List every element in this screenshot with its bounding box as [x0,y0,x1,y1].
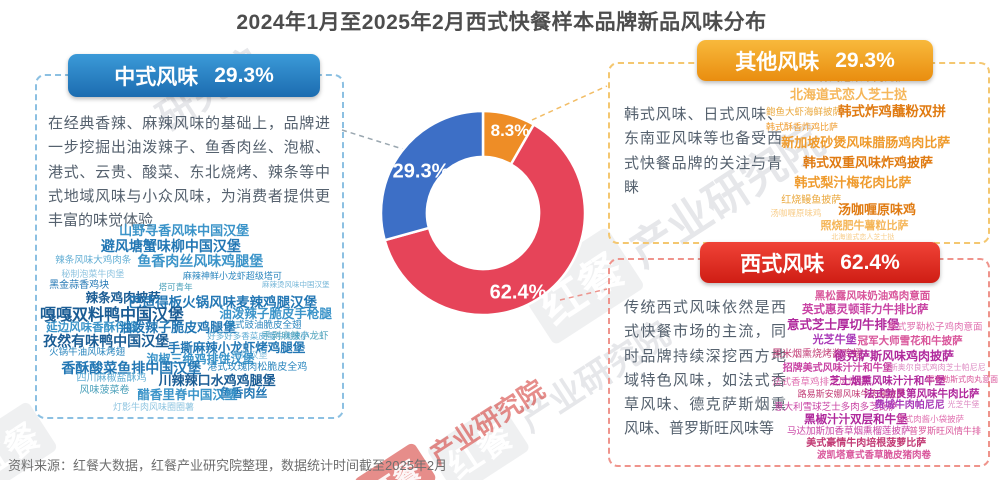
word-cloud-term: 新奥尔良式鸡肉芝士帕尼尼 [889,363,986,373]
word-cloud-term: 美式豪情牛肉培根菠萝比萨 [806,438,927,450]
connector-line-other [531,85,608,121]
connector-line-western [559,288,608,301]
word-cloud-term: 黑米烟熏烧烤酱鸡翅 [772,349,862,361]
word-cloud-term: 鱼香肉丝 [219,386,268,401]
word-cloud-term: 鱼香肉丝风味鸡腿堡 [137,253,264,270]
word-cloud-term: 那不勒斯式肉丸意面 [926,375,999,385]
word-cloud-term: 法式勃艮第风味牛肉比萨 [864,387,980,400]
word-cloud-term: 光芝牛堡 [812,333,857,346]
word-cloud-term: 香酥酸菜鱼排中国汉堡 [61,359,202,376]
donut-label-western: 62.4% [489,281,547,304]
word-cloud-term: 避风塘蟹味柳中国汉堡 [100,238,241,255]
word-cloud-term: 好多好多香菜皮蛋牛肉披萨 [207,331,310,342]
word-cloud-term: 汤咖喱原味鸡 [770,208,822,219]
donut-slice-西式风味 [383,122,587,317]
chinese-flavor-wordcloud: 山野寻香风味中国汉堡 避风塘蟹味柳中国汉堡 辣条风味大鸡肉条 鱼香肉丝风味鸡腿堡秘制泡… [37,224,341,414]
word-cloud-term: 波凯塔意式香草脆皮猪肉卷 [816,450,931,462]
word-cloud-term: 巴适得板火锅风味麦辣鸡腿汉堡 [128,295,318,311]
word-cloud-term: 汤咖喱原味鸡 [837,201,916,217]
other-flavor-description: 韩式风味、日式风味、东南亚风味等也备受西式快餐品牌的关注与青睐 [624,106,782,196]
word-cloud-term: 辣条风味大鸡肉条 [55,255,132,267]
word-cloud-term: 嘎嘎双料鸭中国汉堡 [40,306,185,324]
word-cloud-term: 手剥麻辣小龙虾 [261,331,329,343]
donut-chart [378,108,588,318]
word-cloud-term: 风味菠菜卷 [79,384,130,396]
connector-line-chinese [341,129,407,151]
word-cloud-term: 韩式双重风味炸鸡披萨 [803,155,934,171]
word-cloud-term: 英式惠灵顿菲力牛排比萨 [801,304,929,317]
word-cloud-term: 延边风味香酥伴翅 [46,321,139,334]
word-cloud-term: 四川麻椒盐酥鸡 [76,373,147,385]
word-cloud-term: 灯影牛肉风味圈圈薯 [113,401,195,412]
word-cloud-term: 普罗斯旺风情牛排 [908,425,981,436]
chinese-flavor-description: 在经典香辣、麻辣风味的基础上，品牌进一步挖掘出油泼辣子、鱼香肉丝、泡椒、港式、云… [48,115,330,230]
word-cloud-term: 麻辣神鲜小龙虾超级塔可 [182,270,282,281]
word-cloud-term: 手撕麻辣小龙虾烤鸡腿堡 [167,340,306,355]
word-cloud-term: 光芝牛堡 [947,399,980,409]
western-flavor-pct: 62.4% [840,250,900,274]
word-cloud-term: 黑松露风味奶油鸡肉意面 [814,290,931,303]
word-cloud-term: 法式香草鸡排法风烧饼 [772,377,868,389]
word-cloud-term: 山野寻香风味中国汉堡 [119,223,250,238]
word-cloud-term: 韩式炸鸡蘸粉双拼 [837,103,946,119]
other-flavor-wordcloud: 韩式泡菜牛肉比萨北海道式恋人芝士挞鲍鱼大虾海鲜披萨韩式炸鸡蘸粉双拼韩式酥香炸鸡比… [766,70,984,241]
western-flavor-wordcloud: 黑松露风味奶油鸡肉意面 英式惠灵顿菲力牛排比萨 意式芝士厚切牛排堡 意式罗勒松子鸡肉意… [772,286,998,462]
word-cloud-term: 韩式酥香炸鸡比萨 [766,122,839,133]
other-flavor-label: 其他风味 [735,50,820,74]
word-cloud-term: 意式罗勒松子鸡肉意面 [887,321,983,333]
donut-slice-中式风味 [379,109,485,242]
word-cloud-term: 北海道式恋人芝士挞 [789,87,907,103]
other-flavor-badge: 其他风味 29.3% [697,40,933,81]
word-cloud-term: 路易斯安娜风味牛肉酱披萨 [797,389,906,400]
western-flavor-description: 传统西式风味依然是西式快餐市场的主流，同时品牌持续深挖西方地域特色风味，如法式香… [624,299,786,438]
donut-label-chinese: 29.3% [392,160,450,183]
word-cloud-term: 费城牛肉帕尼尼 [874,399,945,411]
chinese-flavor-badge: 中式风味 29.3% [68,54,320,97]
word-cloud-term: 泡椒三绝鸡排饼汉堡 [146,352,255,367]
word-cloud-term: 红烧鳗鱼披萨 [781,195,842,207]
word-cloud-term: 鲍鱼大虾海鲜披萨 [766,107,843,119]
word-cloud-term: 韩式梨汁梅花肉比萨 [794,175,912,191]
word-cloud-term: 港式豉油脆皮全翅 [225,319,302,331]
word-cloud-term: 香菜汉堡 [231,350,268,361]
western-flavor-label: 西式风味 [740,252,825,276]
donut-label-other: 8.3% [490,121,530,140]
word-cloud-term: 秘制泡菜牛肉堡 [61,268,125,279]
word-cloud-term: 意式肉酱小袋披萨 [896,413,965,424]
word-cloud-term: 德克萨斯风味鸡肉披萨 [834,349,955,364]
word-cloud-term: 港式玫瑰肉松脆皮全鸡 [207,361,308,373]
word-cloud-term: 孜然有味鸭中国汉堡 [43,333,170,350]
word-cloud-term: 新加坡砂煲风味腊肠鸡肉比萨 [781,135,951,151]
word-cloud-term: 北海道式恋人芝士挞 [831,234,895,242]
word-cloud-term: 照烧肥牛薯粒比萨 [820,220,909,233]
western-flavor-badge: 西式风味 62.4% [700,242,940,283]
word-cloud-term: 意大利雪球芝士多肉多芝比萨 [774,401,898,413]
page-title: 2024年1月至2025年2月西式快餐样本品牌新品风味分布 [236,11,767,34]
word-cloud-term: 辣条鸡肉披萨 [85,291,161,306]
word-cloud-term: 马达加斯加香草烟熏榴莲披萨 [786,425,911,437]
word-cloud-term: 火锅牛油风味烤翅 [49,346,126,358]
word-cloud-term: 塔可青年 [158,281,193,292]
word-cloud-term: 川辣辣口水鸡鸡腿堡 [158,373,276,389]
word-cloud-term: 黑金蒜香鸡块 [49,280,110,291]
other-flavor-pct: 29.3% [835,48,895,72]
word-cloud-term: 黑椒汁汁双层和牛堡 [804,413,908,426]
word-cloud-term: 意式芝士厚切牛排堡 [786,318,900,333]
word-cloud-term: 麻辣烫风味中国汉堡 [261,280,330,289]
word-cloud-term: 油泼辣子脆皮手枪腿 [219,306,332,321]
chinese-flavor-label: 中式风味 [114,65,199,89]
word-cloud-term: 招牌美式风味汁汁和牛堡 [782,363,893,375]
word-cloud-term: 醋香里脊中国汉堡 [137,388,238,403]
word-cloud-term: 冠军大师雪花和牛披萨 [857,335,963,348]
source-note: 资料来源：红餐大数据，红餐产业研究院整理，数据统计时间截至2025年2月 [8,458,448,473]
word-cloud-term: 油泼辣子脆皮鸡腿堡 [119,319,237,335]
chinese-flavor-pct: 29.3% [214,63,274,87]
word-cloud-term: 芝士烟熏风味汁汁和牛堡 [829,375,946,388]
